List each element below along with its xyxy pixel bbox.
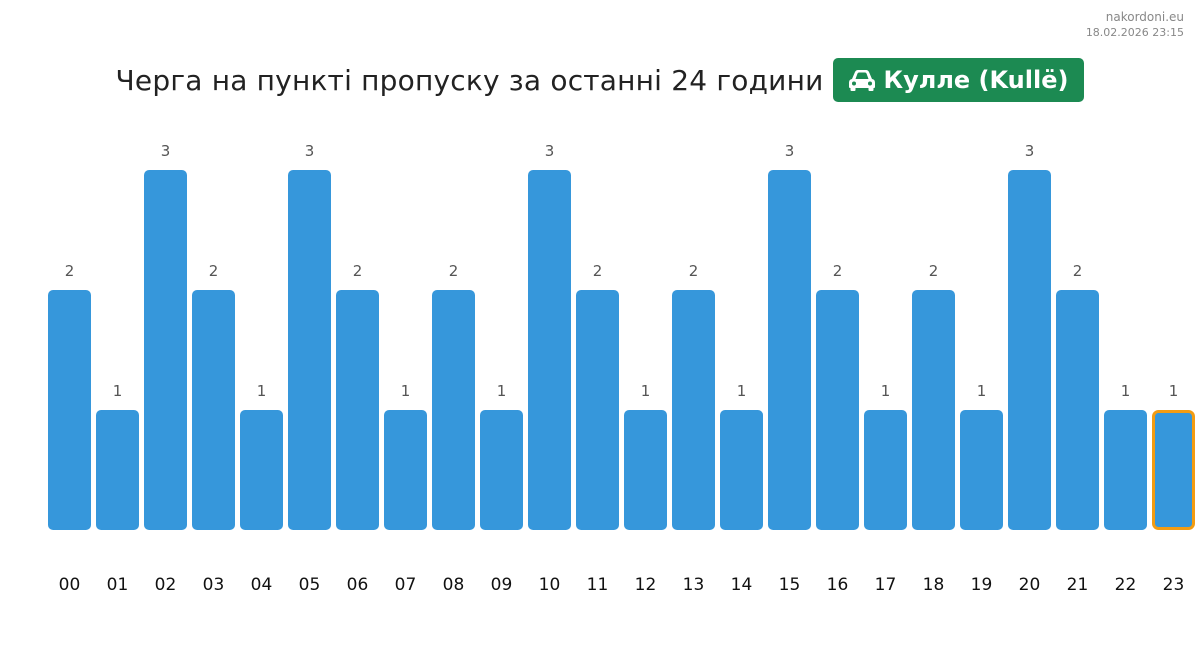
checkpoint-badge: Кулле (Kullë) (833, 58, 1085, 102)
bar-15 (768, 170, 811, 530)
x-tick-04: 04 (251, 575, 273, 595)
bar-23 (1152, 410, 1195, 530)
x-tick-21: 21 (1067, 575, 1089, 595)
chart-title: Черга на пункті пропуску за останні 24 г… (115, 63, 824, 97)
value-label-00: 2 (65, 262, 75, 280)
value-label-14: 1 (737, 382, 747, 400)
x-tick-10: 10 (539, 575, 561, 595)
site-credit: nakordoni.eu 18.02.2026 23:15 (1086, 9, 1184, 41)
bar-08 (432, 290, 475, 530)
x-tick-01: 01 (107, 575, 129, 595)
x-tick-17: 17 (875, 575, 897, 595)
value-label-16: 2 (833, 262, 843, 280)
bar-03 (192, 290, 235, 530)
x-tick-16: 16 (827, 575, 849, 595)
x-tick-22: 22 (1115, 575, 1137, 595)
bar-09 (480, 410, 523, 530)
value-label-20: 3 (1025, 142, 1035, 160)
value-label-02: 3 (161, 142, 171, 160)
site-domain: nakordoni.eu (1105, 10, 1184, 24)
bar-07 (384, 410, 427, 530)
x-tick-12: 12 (635, 575, 657, 595)
x-tick-11: 11 (587, 575, 609, 595)
value-label-10: 3 (545, 142, 555, 160)
value-label-04: 1 (257, 382, 267, 400)
value-label-03: 2 (209, 262, 219, 280)
x-tick-05: 05 (299, 575, 321, 595)
bar-21 (1056, 290, 1099, 530)
x-tick-08: 08 (443, 575, 465, 595)
x-tick-20: 20 (1019, 575, 1041, 595)
bar-17 (864, 410, 907, 530)
value-label-06: 2 (353, 262, 363, 280)
car-icon (849, 70, 876, 91)
value-label-18: 2 (929, 262, 939, 280)
value-label-22: 1 (1121, 382, 1131, 400)
bar-10 (528, 170, 571, 530)
value-label-11: 2 (593, 262, 603, 280)
bar-22 (1104, 410, 1147, 530)
x-tick-18: 18 (923, 575, 945, 595)
x-tick-labels-group: 00 01 02 03 04 05 06 07 08 09 10 11 12 13 14 15 16 17 18 19… (59, 575, 1185, 595)
x-tick-09: 09 (491, 575, 513, 595)
bar-00 (48, 290, 91, 530)
bar-18 (912, 290, 955, 530)
bar-16 (816, 290, 859, 530)
chart-header: Черга на пункті пропуску за останні 24 г… (0, 58, 1200, 102)
value-label-23: 1 (1169, 382, 1179, 400)
x-tick-00: 00 (59, 575, 81, 595)
x-tick-07: 07 (395, 575, 417, 595)
value-label-19: 1 (977, 382, 987, 400)
bars-group (48, 170, 1195, 530)
bar-13 (672, 290, 715, 530)
x-tick-14: 14 (731, 575, 753, 595)
x-tick-19: 19 (971, 575, 993, 595)
value-label-21: 2 (1073, 262, 1083, 280)
bar-02 (144, 170, 187, 530)
bar-14 (720, 410, 763, 530)
x-tick-23: 23 (1163, 575, 1185, 595)
bar-12 (624, 410, 667, 530)
bar-04 (240, 410, 283, 530)
value-label-05: 3 (305, 142, 315, 160)
value-label-09: 1 (497, 382, 507, 400)
bar-06 (336, 290, 379, 530)
bar-05 (288, 170, 331, 530)
bar-01 (96, 410, 139, 530)
value-label-07: 1 (401, 382, 411, 400)
x-tick-02: 02 (155, 575, 177, 595)
value-labels-group: 2 1 3 2 1 3 2 1 2 1 3 2 1 2 1 3 2 1 2 1 3 2 1 1 (65, 142, 1179, 400)
x-tick-15: 15 (779, 575, 801, 595)
bar-11 (576, 290, 619, 530)
checkpoint-name: Кулле (Kullë) (883, 66, 1069, 94)
value-label-12: 1 (641, 382, 651, 400)
value-label-13: 2 (689, 262, 699, 280)
x-tick-06: 06 (347, 575, 369, 595)
value-label-17: 1 (881, 382, 891, 400)
value-label-08: 2 (449, 262, 459, 280)
x-tick-03: 03 (203, 575, 225, 595)
value-label-01: 1 (113, 382, 123, 400)
bar-20 (1008, 170, 1051, 530)
bar-19 (960, 410, 1003, 530)
timestamp: 18.02.2026 23:15 (1085, 26, 1184, 39)
value-label-15: 3 (785, 142, 795, 160)
x-tick-13: 13 (683, 575, 705, 595)
